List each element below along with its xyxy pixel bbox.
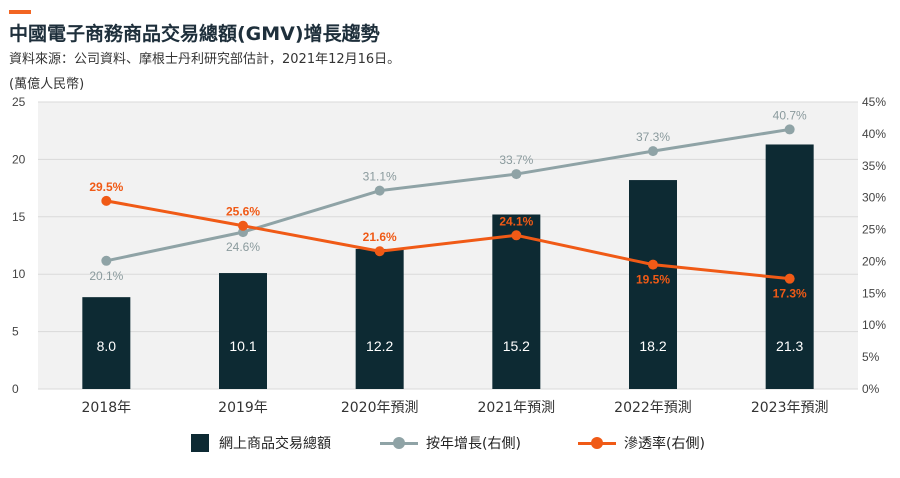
legend-item-gmv: 網上商品交易總額	[191, 433, 331, 453]
bar-value-label: 12.2	[366, 338, 393, 354]
bar-gmv	[765, 144, 814, 389]
line-data-label: 31.1%	[363, 170, 397, 184]
y2-tick-label: 35%	[862, 159, 886, 173]
y2-tick-label: 40%	[862, 127, 886, 141]
y-tick-label: 25	[12, 95, 26, 109]
x-tick-label: 2023年預測	[751, 400, 829, 416]
line-point	[511, 230, 522, 241]
legend-item-penetration: 滲透率(右側)	[578, 433, 705, 453]
bar-value-label: 10.1	[229, 338, 256, 354]
legend-swatch-gmv	[191, 434, 209, 452]
y2-tick-label: 30%	[862, 191, 886, 205]
y2-tick-label: 45%	[862, 95, 886, 109]
left-axis-unit: (萬億人民幣)	[9, 77, 85, 92]
y-tick-label: 20	[12, 152, 26, 166]
bar-gmv	[82, 297, 131, 389]
chart-title: 中國電子商務商品交易總額(GMV)增長趨勢	[9, 23, 380, 45]
y2-tick-label: 5%	[862, 350, 880, 364]
line-data-label: 37.3%	[636, 130, 670, 144]
chart-legend: 網上商品交易總額 按年增長(右側) 滲透率(右側)	[0, 433, 900, 457]
line-data-label: 24.6%	[226, 240, 260, 254]
line-data-label: 40.7%	[773, 108, 807, 122]
y-tick-label: 15	[12, 210, 26, 224]
y2-tick-label: 20%	[862, 254, 886, 268]
x-tick-label: 2018年	[82, 400, 132, 416]
line-data-label: 33.7%	[499, 153, 533, 167]
line-data-label: 21.6%	[363, 230, 397, 244]
line-point	[511, 169, 522, 180]
line-series-2	[106, 199, 790, 281]
y-tick-label: 5	[12, 325, 19, 339]
bar-gmv	[355, 248, 404, 389]
legend-label-yoy: 按年增長(右側)	[426, 436, 521, 452]
line-point	[374, 185, 385, 196]
bar-value-label: 18.2	[639, 338, 666, 354]
legend-item-yoy: 按年增長(右側)	[380, 433, 521, 453]
line-point	[101, 255, 112, 266]
line-point	[238, 220, 248, 231]
x-tick-label: 2022年預測	[614, 400, 692, 416]
bar-gmv	[629, 180, 677, 389]
y2-tick-label: 15%	[862, 286, 886, 300]
plot-area	[38, 102, 858, 389]
x-tick-label: 2019年	[218, 400, 268, 416]
line-point	[784, 124, 795, 135]
y-tick-label: 0	[12, 382, 19, 396]
x-tick-label: 2021年預測	[478, 400, 556, 416]
y2-tick-label: 0%	[862, 382, 880, 396]
y-tick-label: 10	[12, 267, 26, 281]
line-point	[648, 259, 658, 270]
y2-tick-label: 10%	[862, 318, 886, 332]
legend-swatch-penetration	[578, 436, 616, 450]
y2-tick-label: 25%	[862, 223, 886, 237]
legend-swatch-yoy	[380, 436, 418, 450]
bar-value-label: 21.3	[776, 338, 803, 354]
legend-label-penetration: 滲透率(右側)	[624, 436, 705, 452]
x-tick-label: 2020年預測	[341, 400, 419, 416]
line-point	[784, 273, 795, 284]
bar-gmv	[219, 273, 267, 389]
line-point	[101, 195, 112, 206]
line-point	[648, 146, 658, 157]
line-data-label: 25.6%	[226, 205, 260, 219]
line-data-label: 24.1%	[499, 214, 533, 228]
line-series-1	[106, 127, 790, 263]
line-data-label: 29.5%	[89, 180, 123, 194]
line-point	[374, 246, 385, 257]
line-data-label: 19.5%	[636, 273, 670, 287]
line-data-label: 20.1%	[89, 269, 123, 283]
legend-label-gmv: 網上商品交易總額	[219, 436, 331, 452]
accent-bar	[9, 10, 31, 14]
bar-gmv	[492, 214, 541, 389]
bar-value-label: 15.2	[503, 338, 530, 354]
line-data-label: 17.3%	[773, 287, 807, 301]
gmv-chart: 0 5 10 15 20 25 0% 5% 10% 15% 20% 25% 30% 35% 40% 45% 8.…	[12, 95, 886, 416]
bar-value-label: 8.0	[97, 338, 117, 354]
chart-source: 資料來源：公司資料、摩根士丹利研究部估計，2021年12月16日。	[9, 52, 401, 67]
